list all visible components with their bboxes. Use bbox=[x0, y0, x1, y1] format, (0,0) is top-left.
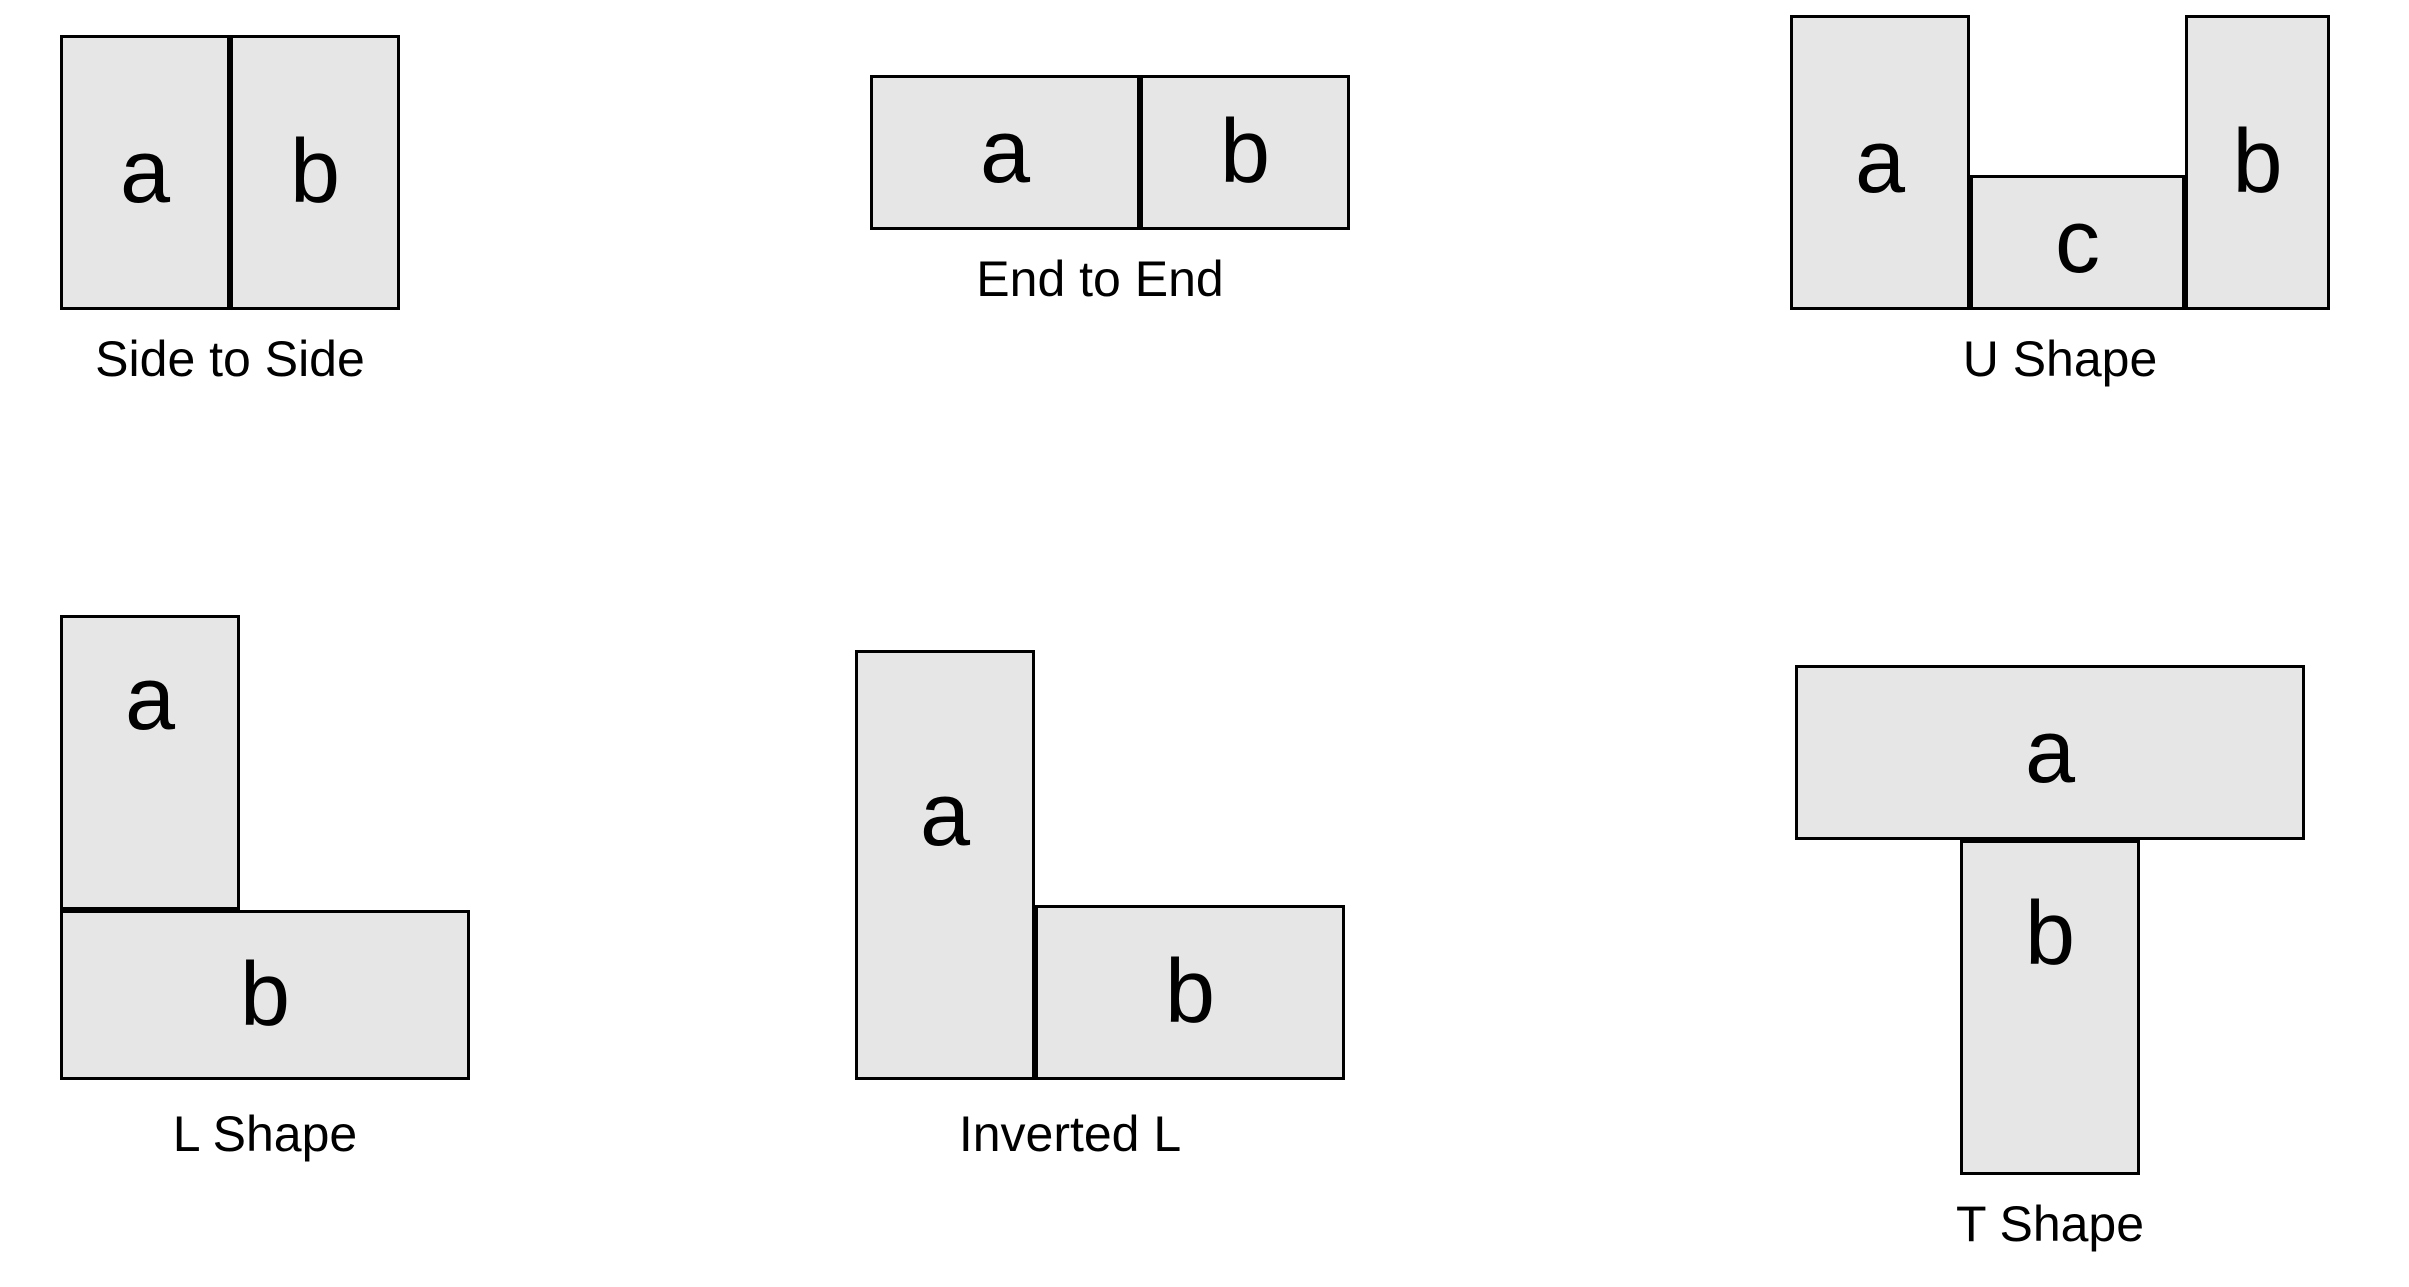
end_to_end-caption: End to End bbox=[850, 250, 1350, 308]
t_shape-caption: T Shape bbox=[1790, 1195, 2310, 1253]
diagram-stage: abSide to SideabEnd to EndacbU ShapeabL … bbox=[0, 0, 2409, 1287]
inverted_l-box-b: b bbox=[1035, 905, 1345, 1080]
t_shape-box-b: b bbox=[1960, 840, 2140, 1175]
inverted_l-box-a: a bbox=[855, 650, 1035, 1080]
t_shape-label-b: b bbox=[2025, 883, 2075, 986]
end_to_end-label-a: a bbox=[980, 101, 1030, 204]
inverted_l-label-b: b bbox=[1165, 941, 1215, 1044]
l_shape-box-a: a bbox=[60, 615, 240, 910]
u_shape-label-c: c bbox=[2055, 191, 2100, 294]
u_shape-box-b: b bbox=[2185, 15, 2330, 310]
end_to_end-label-b: b bbox=[1220, 101, 1270, 204]
l_shape-label-a: a bbox=[125, 648, 175, 751]
inverted_l-caption: Inverted L bbox=[820, 1105, 1320, 1163]
side_to_side-label-a: a bbox=[120, 121, 170, 224]
side_to_side-label-b: b bbox=[290, 121, 340, 224]
end_to_end-box-b: b bbox=[1140, 75, 1350, 230]
l_shape-label-b: b bbox=[240, 944, 290, 1047]
t_shape-box-a: a bbox=[1795, 665, 2305, 840]
side_to_side-box-b: b bbox=[230, 35, 400, 310]
u_shape-label-a: a bbox=[1855, 111, 1905, 214]
side_to_side-caption: Side to Side bbox=[50, 330, 410, 388]
l_shape-box-b: b bbox=[60, 910, 470, 1080]
l_shape-caption: L Shape bbox=[55, 1105, 475, 1163]
inverted_l-label-a: a bbox=[920, 764, 970, 867]
u_shape-label-b: b bbox=[2232, 111, 2282, 214]
end_to_end-box-a: a bbox=[870, 75, 1140, 230]
side_to_side-box-a: a bbox=[60, 35, 230, 310]
u_shape-box-c: c bbox=[1970, 175, 2185, 310]
t_shape-label-a: a bbox=[2025, 701, 2075, 804]
u_shape-caption: U Shape bbox=[1780, 330, 2340, 388]
u_shape-box-a: a bbox=[1790, 15, 1970, 310]
